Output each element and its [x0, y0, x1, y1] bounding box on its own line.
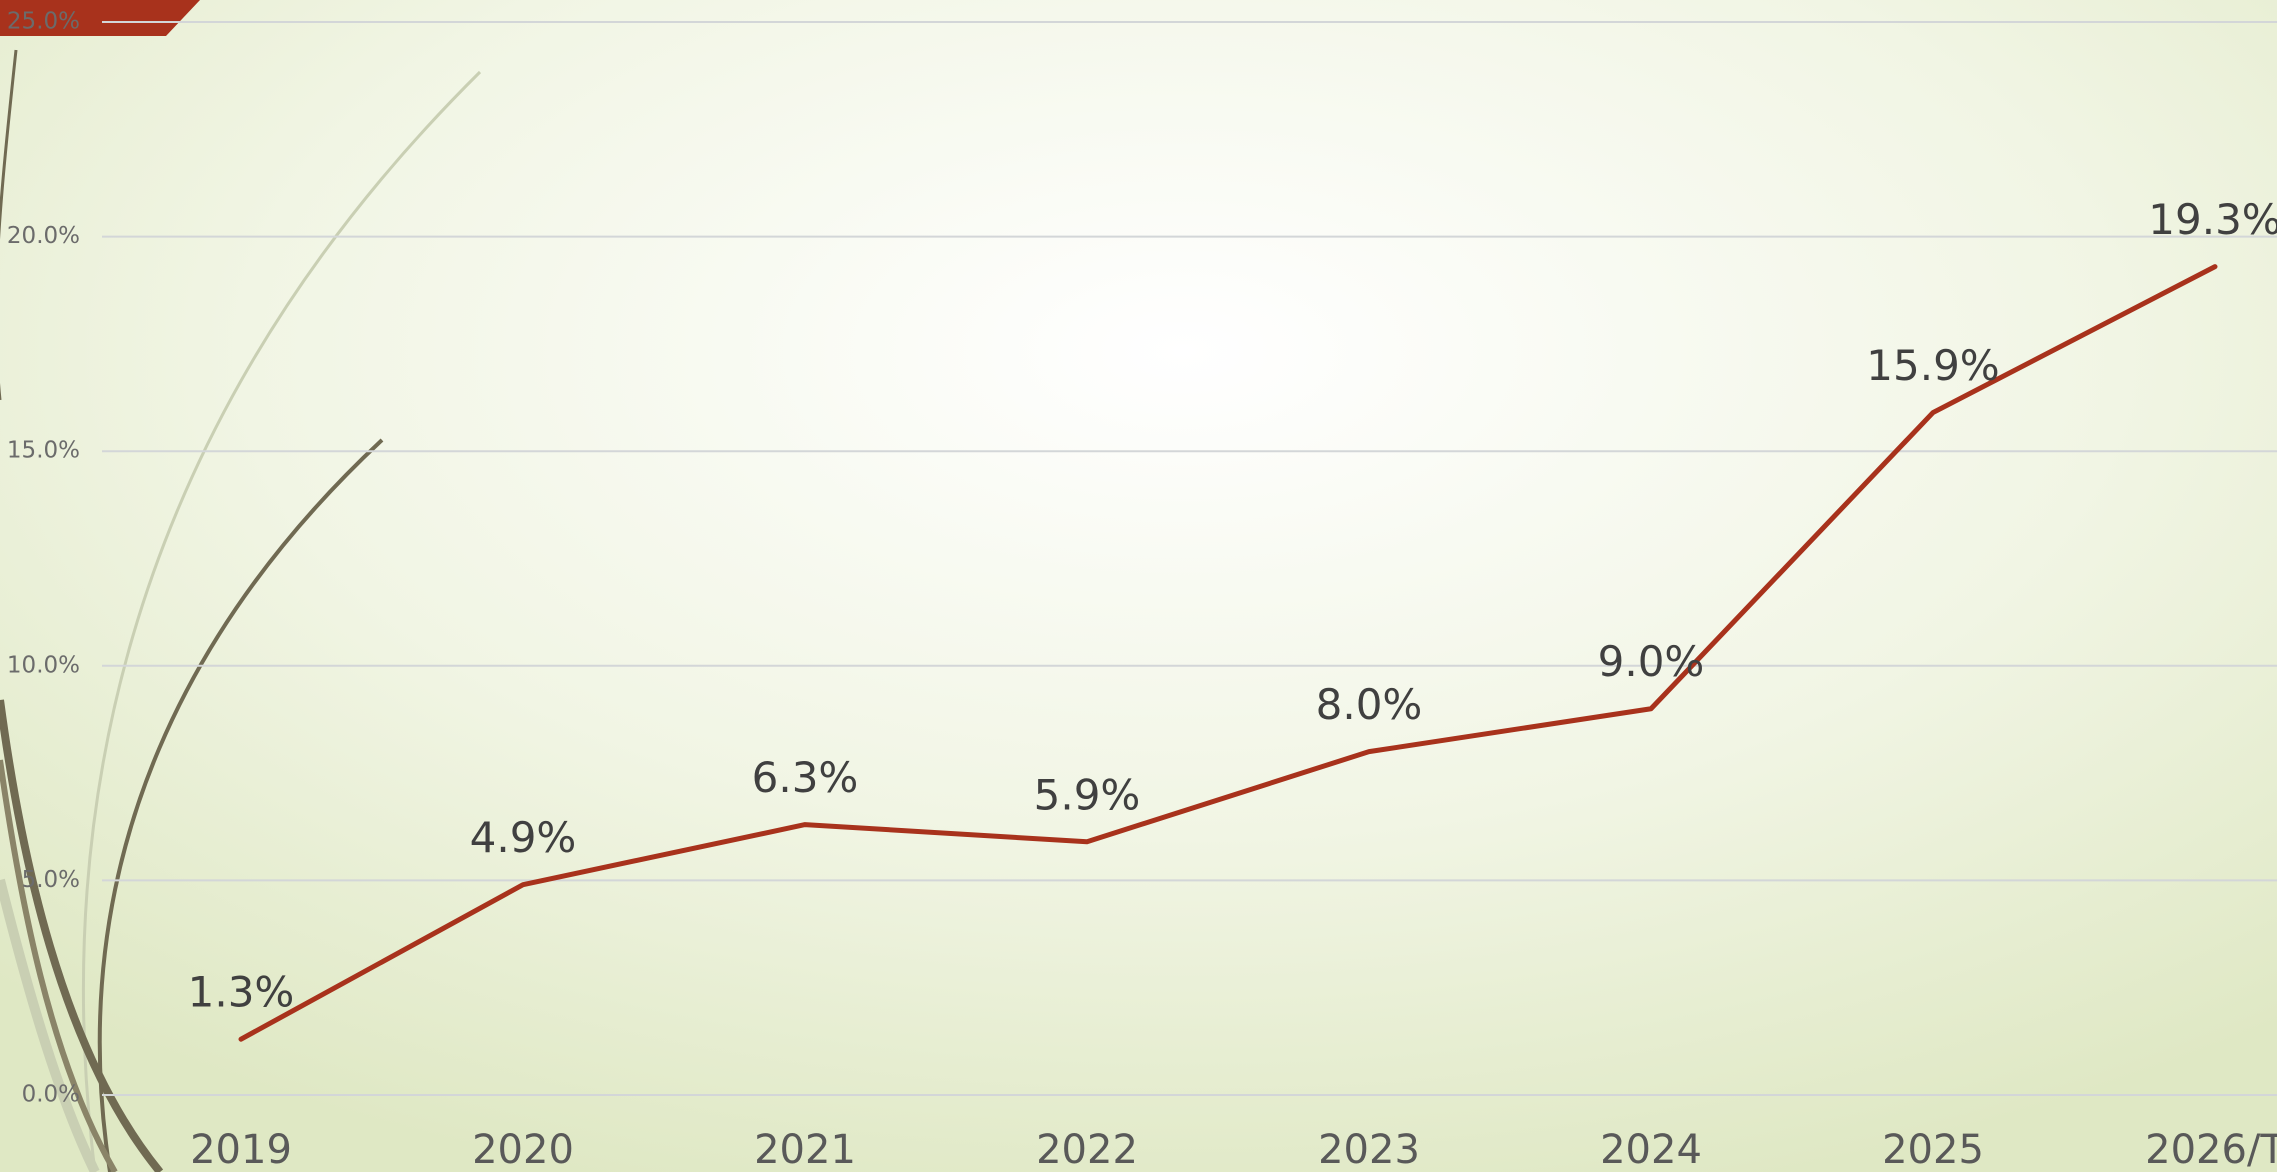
y-tick-label: 0.0% — [22, 1082, 80, 1108]
x-tick-label: 2025 — [1882, 1127, 1984, 1172]
x-tick-label: 2021 — [754, 1127, 856, 1172]
y-tick-label: 5.0% — [22, 867, 80, 893]
data-label: 15.9% — [1866, 341, 1999, 390]
line — [238, 264, 2218, 1042]
data-label: 1.3% — [188, 968, 295, 1017]
data-label: 6.3% — [752, 753, 859, 802]
x-tick-label: 2020 — [472, 1127, 574, 1172]
banner — [0, 0, 200, 36]
data-label: 4.9% — [470, 813, 577, 862]
y-tick-label: 15.0% — [7, 438, 80, 464]
y-tick-label: 10.0% — [7, 652, 80, 678]
x-tick-label: 2024 — [1600, 1127, 1702, 1172]
y-tick-label: 20.0% — [7, 223, 80, 249]
data-label: 9.0% — [1598, 637, 1705, 686]
x-tick-label: 2019 — [190, 1127, 292, 1172]
x-tick-label: 2023 — [1318, 1127, 1420, 1172]
data-label: 5.9% — [1034, 770, 1141, 819]
decor-curves — [0, 49, 482, 1172]
data-label: 19.3% — [2148, 195, 2277, 244]
x-tick-label: 2026/T — [2145, 1127, 2277, 1172]
x-tick-label: 2022 — [1036, 1127, 1138, 1172]
y-tick-label: 25.0% — [7, 9, 80, 35]
data-label: 8.0% — [1316, 680, 1423, 729]
